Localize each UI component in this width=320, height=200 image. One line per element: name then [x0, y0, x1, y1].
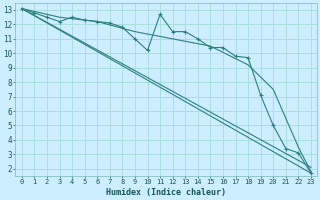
X-axis label: Humidex (Indice chaleur): Humidex (Indice chaleur): [106, 188, 226, 197]
